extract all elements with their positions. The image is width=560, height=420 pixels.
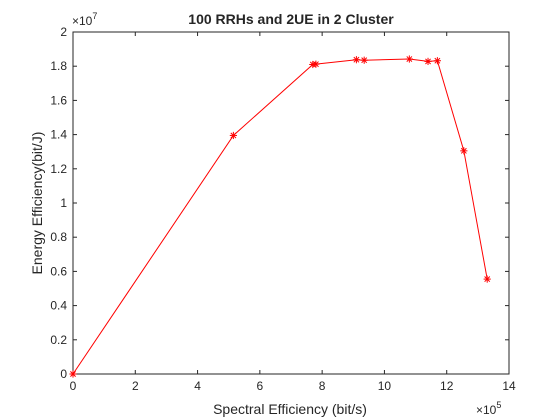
series-group <box>69 55 491 378</box>
data-point <box>360 56 368 64</box>
y-tick-label: 1.4 <box>50 128 67 142</box>
x-tick-label: 2 <box>132 379 139 393</box>
axis-ticks: 0 2 4 6 8 10 12 14 0 0.2 0.4 0.6 0.8 1 1.2 1.4 1.6 1.8 2 <box>50 25 516 393</box>
y-axis-label: Energy Efficiency(bit/J) <box>29 132 45 275</box>
y-axis-multiplier: ×107 <box>72 11 97 28</box>
y-tick-label: 0.4 <box>50 299 67 313</box>
data-point <box>405 55 413 63</box>
data-point <box>69 370 77 378</box>
plot-area <box>72 31 510 375</box>
x-axis-label: Spectral Efficiency (bit/s) <box>213 401 367 417</box>
y-multiplier-base: ×10 <box>72 14 93 28</box>
x-tick-label: 10 <box>378 379 392 393</box>
y-tick-label: 1.8 <box>50 59 67 73</box>
data-point <box>229 131 237 140</box>
x-multiplier-base: ×10 <box>476 403 497 417</box>
data-point <box>424 57 432 66</box>
y-tick-label: 1 <box>60 196 67 210</box>
y-tick-label: 2 <box>60 25 67 39</box>
y-multiplier-exponent: 7 <box>92 11 97 21</box>
data-point <box>483 275 491 283</box>
data-point <box>312 60 320 68</box>
chart-title: 100 RRHs and 2UE in 2 Cluster <box>188 11 394 27</box>
y-tick-label: 0.2 <box>50 333 67 347</box>
x-tick-label: 14 <box>502 379 516 393</box>
x-tick-label: 8 <box>319 379 326 393</box>
y-tick-label: 0 <box>60 367 67 381</box>
y-tick-label: 0.6 <box>50 264 67 278</box>
x-axis-multiplier: ×105 <box>476 400 501 417</box>
x-tick-label: 6 <box>257 379 264 393</box>
data-point <box>352 56 360 64</box>
x-tick-label: 12 <box>440 379 454 393</box>
data-point <box>433 57 441 65</box>
y-tick-label: 1.2 <box>50 162 67 176</box>
x-tick-label: 4 <box>194 379 201 393</box>
data-point <box>460 147 468 155</box>
y-tick-label: 1.6 <box>50 93 67 107</box>
x-tick-label: 0 <box>70 379 77 393</box>
y-tick-label: 0.8 <box>50 230 67 244</box>
x-multiplier-exponent: 5 <box>496 400 501 410</box>
